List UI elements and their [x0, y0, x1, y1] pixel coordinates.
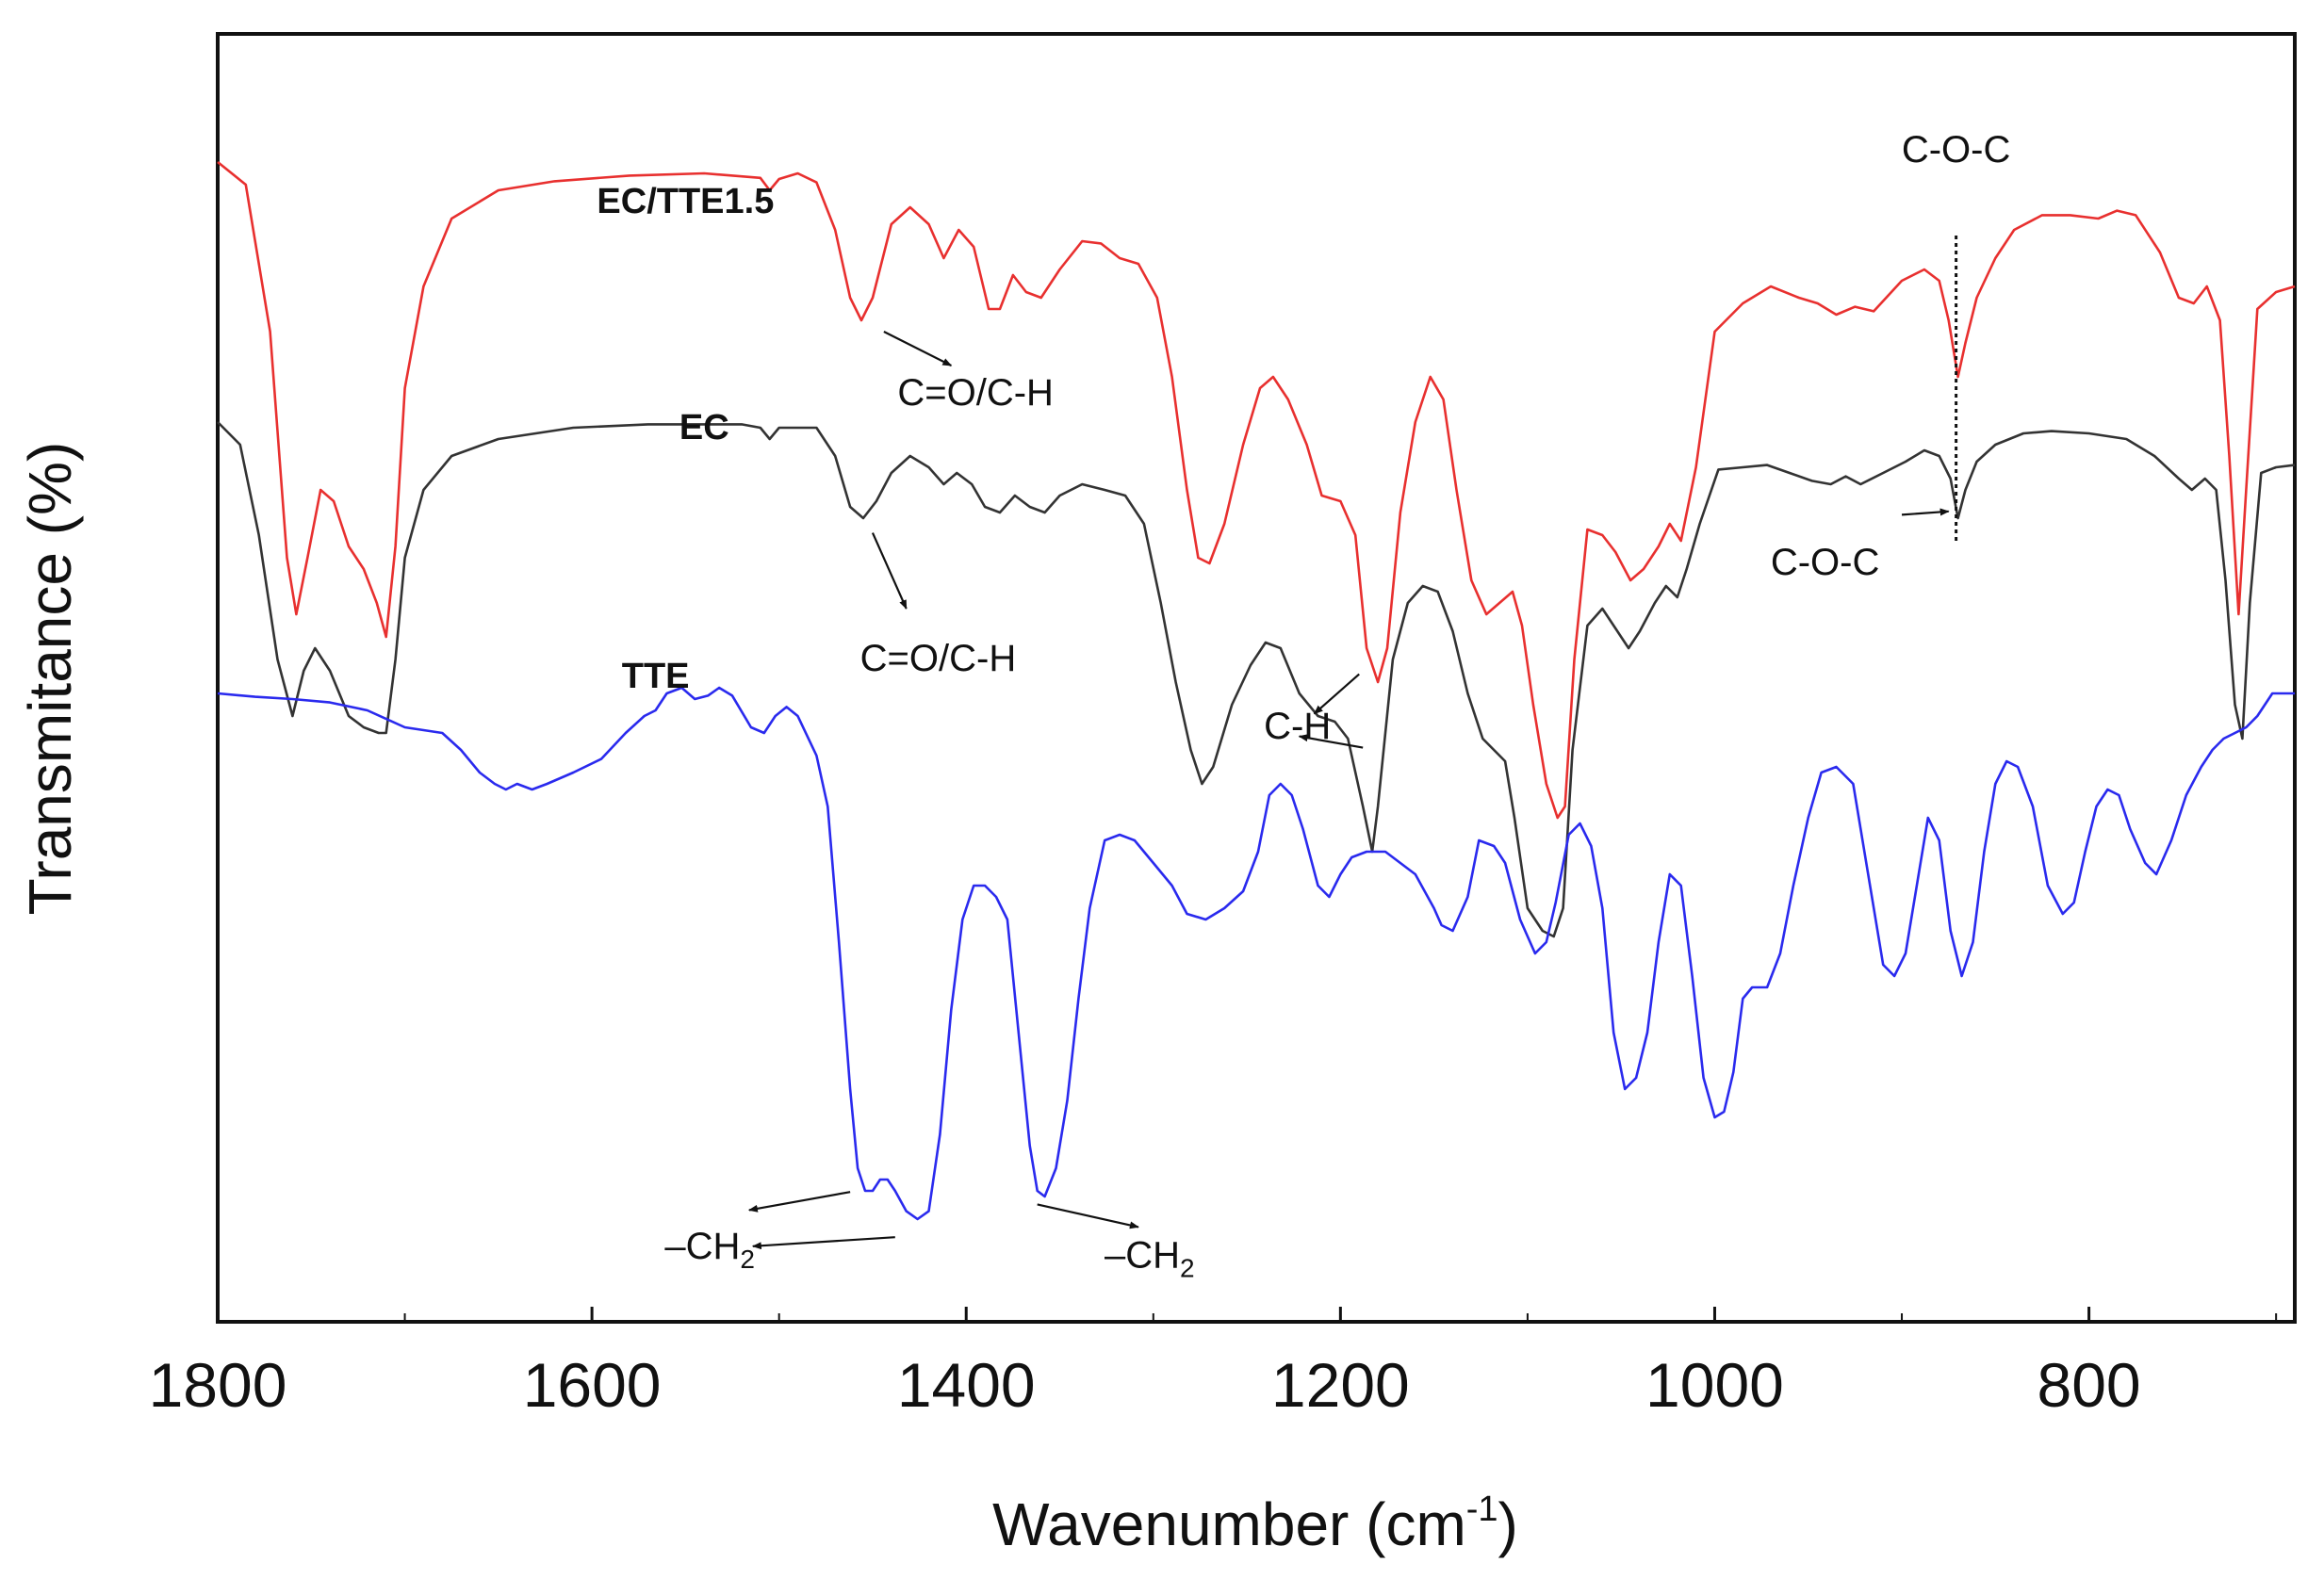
annotation-ch-5: –CH2	[664, 1226, 755, 1274]
annotation-arrow-3	[1298, 734, 1364, 749]
series-line-ec-tte1-5	[217, 160, 2296, 820]
x-axis-title-close: )	[1498, 1490, 1518, 1558]
series-line-ec	[217, 421, 2296, 938]
x-axis-title-sup: -1	[1466, 1489, 1498, 1529]
annotation-c-o-c-3: C-O-C	[1902, 129, 2011, 171]
annotation-arrow-2	[1313, 673, 1360, 715]
x-axis-title: Wavenumber (cm-1)	[992, 1489, 1518, 1558]
annotation-arrow-7	[1037, 1203, 1139, 1229]
x-tick-label-1800: 1800	[149, 1350, 287, 1420]
annotations: C=O/C-HC=O/C-HC-HC-O-CC-O-C–CH2 –CH2	[664, 129, 2010, 1283]
x-tick-label-1400: 1400	[897, 1350, 1036, 1420]
series-line-tte	[217, 686, 2295, 1221]
x-tick-label-1000: 1000	[1645, 1350, 1784, 1420]
annotation-arrow-6	[751, 1236, 895, 1250]
annotation-arrow-5	[747, 1191, 851, 1213]
plot-frame	[216, 32, 2297, 1324]
x-axis-ticks: 1800 1600 1400 1200 1000 800	[149, 1307, 2278, 1420]
annotation-arrow-0	[883, 331, 953, 366]
series-label-ec: EC	[679, 408, 729, 448]
annotation-c-o-c-4: C-O-C	[1771, 542, 1880, 583]
annotation-c-o-c-h-0: C=O/C-H	[897, 372, 1054, 414]
x-tick-label-800: 800	[2038, 1350, 2141, 1420]
x-axis-title-main: Wavenumber (cm	[992, 1490, 1466, 1558]
annotation-arrow-1	[871, 532, 908, 610]
annotation-ch-6: –CH2	[1105, 1235, 1195, 1283]
y-axis-title: Transmitance (%)	[16, 442, 84, 916]
series-label-ec-tte1-5: EC/TTE1.5	[597, 182, 774, 221]
x-tick-label-1600: 1600	[523, 1350, 662, 1420]
traces: EC/TTE1.5 EC TTE	[217, 160, 2296, 1221]
annotation-arrow-4	[1901, 508, 1950, 516]
series-label-tte: TTE	[622, 657, 690, 696]
x-tick-label-1200: 1200	[1271, 1350, 1410, 1420]
annotation-c-o-c-h-1: C=O/C-H	[860, 638, 1017, 679]
